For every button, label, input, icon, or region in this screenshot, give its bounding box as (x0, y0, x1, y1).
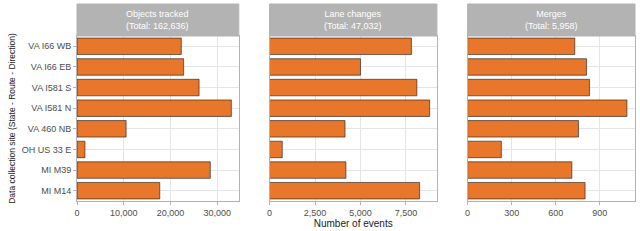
svg-text:MI M14: MI M14 (41, 186, 71, 196)
svg-text:MI M39: MI M39 (41, 165, 71, 175)
svg-text:VA I66 WB: VA I66 WB (28, 41, 71, 51)
svg-text:VA 460 NB: VA 460 NB (28, 124, 71, 134)
svg-text:VA I581 S: VA I581 S (32, 83, 71, 93)
svg-text:900: 900 (592, 208, 607, 218)
svg-text:600: 600 (548, 208, 563, 218)
svg-text:10,000: 10,000 (110, 208, 138, 218)
svg-text:5,000: 5,000 (349, 208, 372, 218)
svg-text:Objects tracked(Total: 162,636: Objects tracked(Total: 162,636) (126, 9, 189, 31)
svg-text:2,500: 2,500 (304, 208, 327, 218)
svg-text:7,500: 7,500 (395, 208, 418, 218)
svg-text:300: 300 (504, 208, 519, 218)
svg-text:VA I66 EB: VA I66 EB (31, 62, 71, 72)
svg-text:Number of events: Number of events (314, 218, 393, 229)
svg-text:0: 0 (74, 208, 79, 218)
svg-text:0: 0 (267, 208, 272, 218)
svg-text:Data collection site (State -: Data collection site (State - Route - Di… (7, 33, 17, 204)
svg-text:VA I581 N: VA I581 N (31, 103, 71, 113)
svg-text:20,000: 20,000 (157, 208, 185, 218)
svg-text:0: 0 (465, 208, 470, 218)
svg-text:OH US 33 E: OH US 33 E (22, 145, 72, 155)
svg-text:Merges(Total: 5,958): Merges(Total: 5,958) (525, 9, 578, 31)
svg-text:30,000: 30,000 (204, 208, 232, 218)
svg-text:Lane changes(Total: 47,032): Lane changes(Total: 47,032) (324, 9, 382, 31)
